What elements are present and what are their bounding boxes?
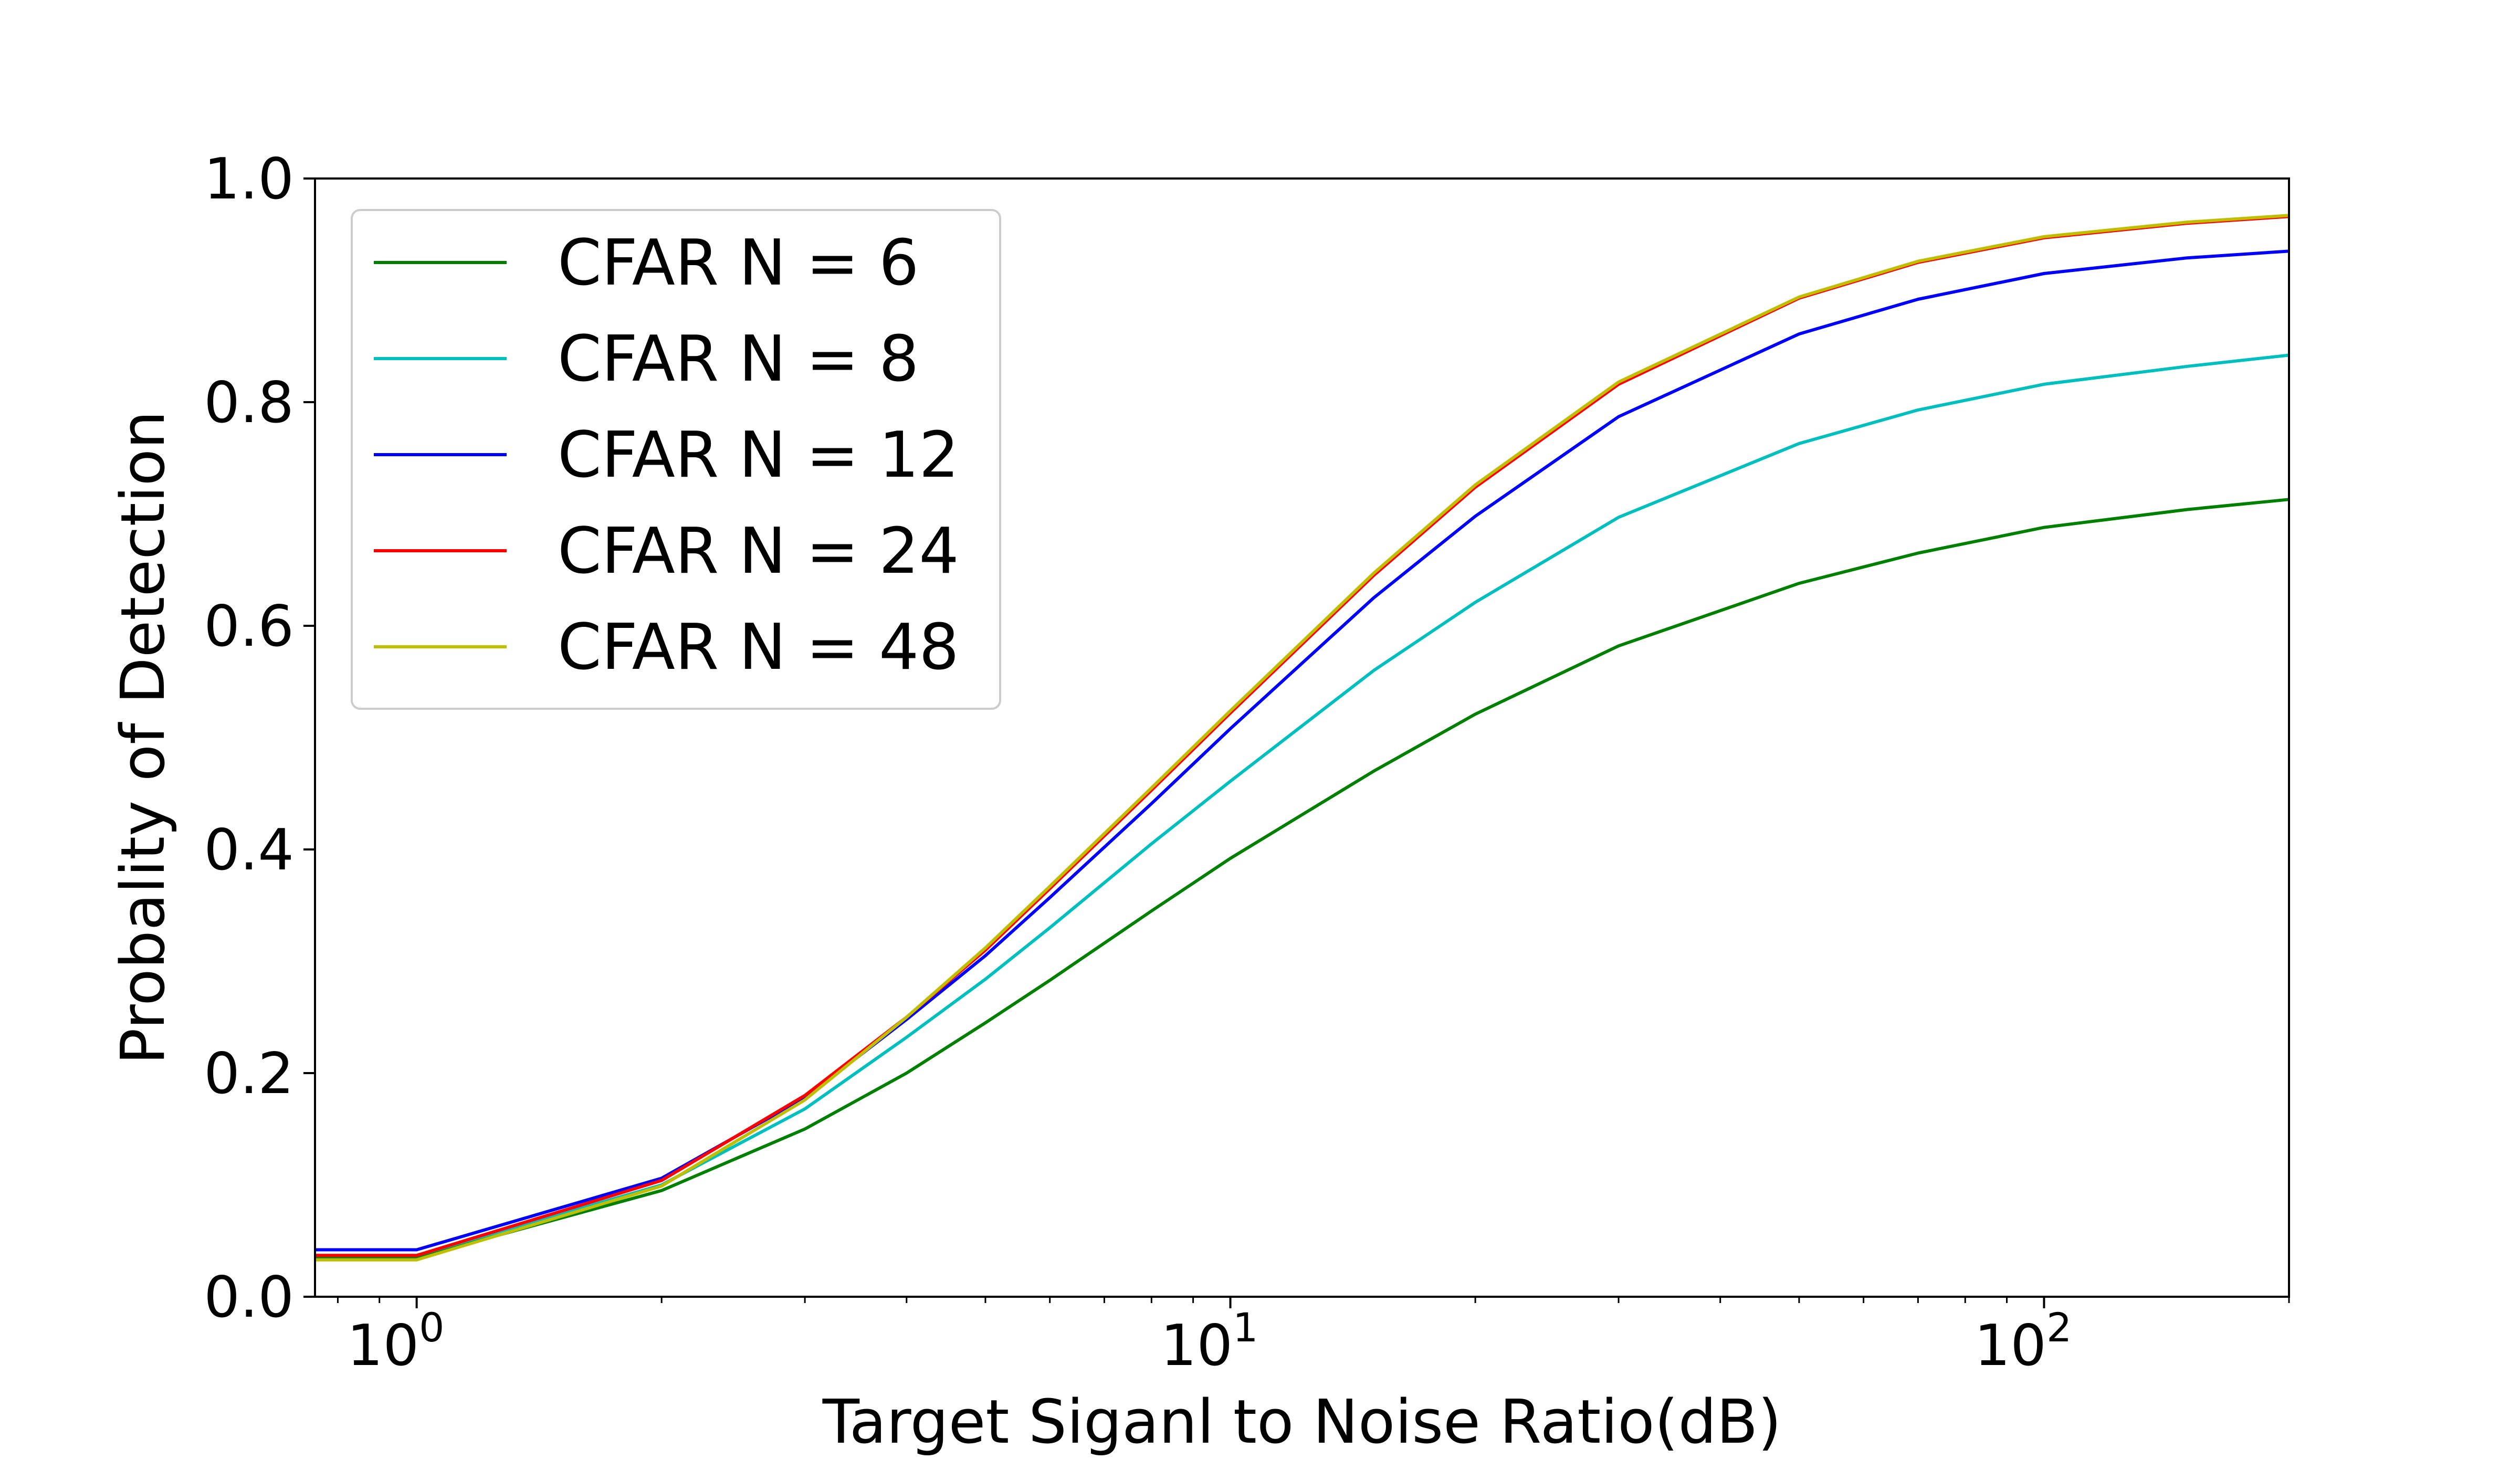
y-tick-label: 0.4	[204, 817, 294, 883]
legend: CFAR N = 6 CFAR N = 8 CFAR N = 12 CFAR N = …	[351, 209, 1001, 710]
legend-label: CFAR N = 6	[558, 227, 919, 300]
y-tick-label: 0.6	[204, 594, 294, 659]
y-tick-label: 1.0	[204, 146, 294, 212]
legend-label: CFAR N = 12	[558, 419, 959, 492]
legend-label: CFAR N = 8	[558, 323, 919, 396]
x-tick-label: 100	[347, 1304, 445, 1379]
legend-label: CFAR N = 24	[558, 515, 959, 588]
x-tick-label: 102	[1975, 1304, 2072, 1379]
series-line-1	[315, 498, 2290, 1259]
x-tick-label: 101	[1161, 1304, 1258, 1379]
series-layer	[315, 214, 2290, 1262]
legend-frame	[351, 209, 1001, 710]
plot-frame	[314, 177, 2290, 1298]
series-line-5	[315, 214, 2290, 1262]
y-ticks: 0.0 0.2 0.4 0.6 0.8 1.0	[204, 146, 315, 1330]
y-axis-label: Probality of Detection	[108, 411, 178, 1065]
y-tick-label: 0.0	[204, 1265, 294, 1330]
y-tick-label: 0.8	[204, 370, 294, 436]
series-line-2	[315, 353, 2290, 1257]
x-ticks: 100 101 102	[337, 1297, 2290, 1379]
x-axis-label: Target Siganl to Noise Ratio(dB)	[822, 1387, 1782, 1457]
legend-label: CFAR N = 48	[558, 611, 959, 684]
y-tick-label: 0.2	[204, 1041, 294, 1107]
